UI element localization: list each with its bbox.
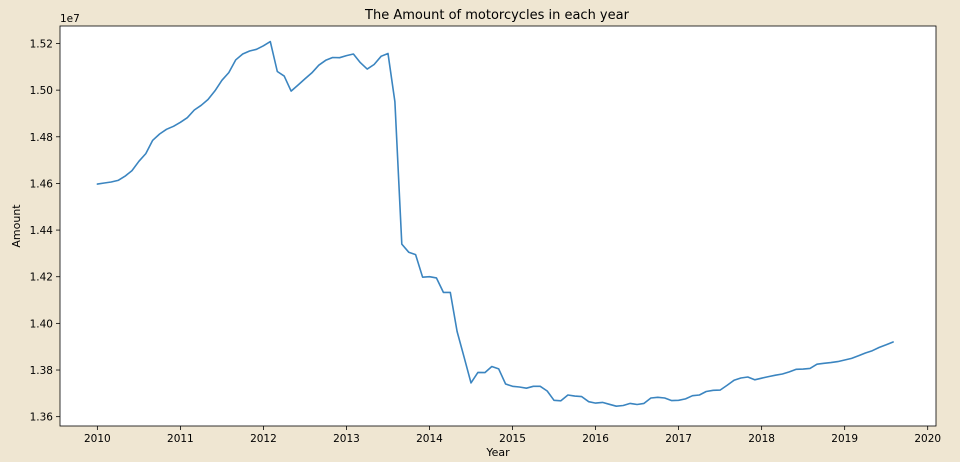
y-tick-label: 1.42 [30, 272, 53, 284]
x-tick-label: 2010 [84, 433, 111, 445]
x-axis: 2010 2011 2012 2013 2014 2015 2016 2017 2018 2019… [84, 426, 941, 445]
series-group [96, 40, 894, 408]
x-tick-label: 2015 [499, 433, 526, 445]
y-tick-label: 1.46 [30, 178, 54, 190]
x-tick-label: 2019 [831, 433, 858, 445]
y-axis: 1.36 1.38 1.40 1.42 1.44 1.46 1.48 1.50 1.52 [30, 38, 60, 424]
x-tick-label: 2012 [250, 433, 277, 445]
series-line [96, 40, 894, 408]
x-tick-label: 2011 [167, 433, 194, 445]
x-tick-label: 2020 [914, 433, 941, 445]
y-tick-label: 1.52 [30, 38, 53, 50]
x-tick-label: 2017 [665, 433, 692, 445]
x-axis-label: Year [485, 446, 510, 459]
y-tick-label: 1.50 [30, 85, 53, 97]
y-axis-offset-label: 1e7 [60, 13, 80, 25]
plot-area [59, 25, 937, 427]
x-tick-label: 2013 [333, 433, 360, 445]
y-tick-label: 1.44 [30, 225, 54, 237]
y-tick-label: 1.36 [30, 412, 54, 424]
y-axis-label: Amount [10, 204, 23, 248]
x-tick-label: 2016 [582, 433, 609, 445]
y-tick-label: 1.38 [30, 365, 53, 377]
y-tick-label: 1.40 [30, 318, 53, 330]
x-tick-label: 2014 [416, 433, 443, 445]
chart-title: The Amount of motorcycles in each year [364, 8, 630, 23]
y-tick-label: 1.48 [30, 132, 53, 144]
x-tick-label: 2018 [748, 433, 775, 445]
